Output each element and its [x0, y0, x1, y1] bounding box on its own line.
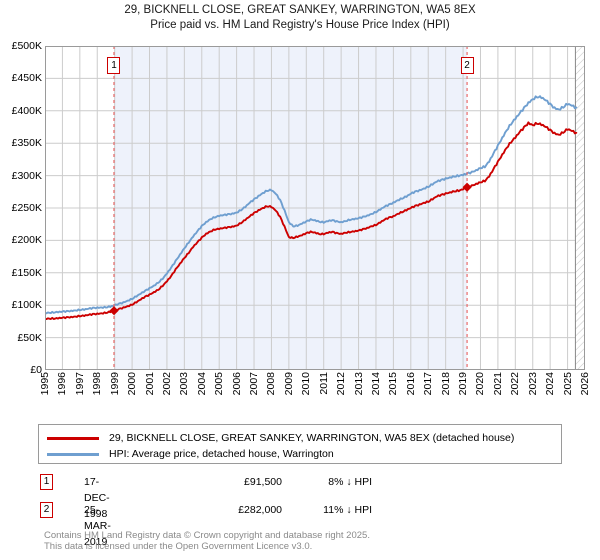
legend-label-property: 29, BICKNELL CLOSE, GREAT SANKEY, WARRIN…	[109, 432, 515, 444]
y-axis: £0 £50K £100K £150K £200K £250K £300K £350K £400…	[0, 41, 42, 376]
x-tick-label: 2019	[457, 372, 470, 396]
marker-label-1[interactable]: 1	[107, 57, 121, 74]
y-tick-label: £0	[30, 364, 42, 376]
x-tick-label: 2003	[178, 372, 191, 396]
x-tick-label: 2007	[248, 372, 261, 396]
y-tick-label: £350K	[11, 137, 42, 150]
x-tick-label: 2025	[561, 372, 574, 396]
y-tick-label: £150K	[11, 266, 42, 279]
y-tick-label: £200K	[11, 234, 42, 247]
x-tick-label: 1997	[73, 372, 86, 396]
plot-area: 1 2	[45, 46, 585, 370]
x-tick-label: 2009	[282, 372, 295, 396]
y-tick-label: £400K	[11, 104, 42, 117]
y-tick-label: £250K	[11, 202, 42, 214]
transaction-date-1: 17-DEC-1998	[84, 476, 110, 520]
x-tick-label: 2008	[265, 372, 278, 396]
transaction-price-1: £91,500	[244, 476, 282, 488]
x-tick-label: 2006	[230, 372, 243, 396]
x-tick-label: 2018	[439, 372, 452, 396]
x-tick-label: 2002	[160, 372, 173, 396]
marker-label-2[interactable]: 2	[460, 57, 474, 74]
x-tick-label: 2005	[213, 372, 226, 396]
x-tick-label: 2012	[335, 372, 348, 396]
footer-line-2: This data is licensed under the Open Gov…	[44, 541, 313, 552]
legend-label-hpi: HPI: Average price, detached house, Warr…	[109, 448, 334, 460]
title-line-2: Price paid vs. HM Land Registry's House …	[150, 19, 450, 31]
y-tick-label: £300K	[11, 169, 42, 182]
footer-line-1: Contains HM Land Registry data © Crown c…	[44, 530, 370, 541]
chart-title: 29, BICKNELL CLOSE, GREAT SANKEY, WARRIN…	[0, 3, 600, 33]
transaction-date-2: 25-MAR-2019	[84, 504, 111, 548]
price-history-chart	[45, 46, 585, 370]
x-tick-label: 2014	[369, 372, 382, 396]
x-tick-label: 2016	[404, 372, 417, 396]
x-tick-label: 2024	[544, 372, 557, 396]
x-tick-label: 2017	[422, 372, 435, 396]
y-tick-label: £500K	[11, 40, 42, 52]
copyright-footer: Contains HM Land Registry data © Crown c…	[44, 530, 564, 552]
x-tick-label: 2010	[300, 372, 313, 396]
x-tick-label: 2011	[317, 372, 330, 395]
legend-swatch-property	[47, 437, 99, 440]
x-tick-label: 1996	[56, 372, 69, 396]
transaction-hpi-delta-2: 11% ↓ HPI	[323, 504, 372, 516]
transaction-index-1: 1	[40, 474, 53, 490]
x-tick-label: 2015	[387, 372, 400, 396]
x-tick-label: 2022	[509, 372, 522, 396]
transaction-price-2: £282,000	[238, 504, 282, 516]
transaction-hpi-delta-1: 8% ↓ HPI	[328, 476, 372, 488]
x-tick-label: 1998	[91, 372, 104, 396]
x-tick-label: 2026	[579, 372, 591, 396]
chart-legend: 29, BICKNELL CLOSE, GREAT SANKEY, WARRIN…	[38, 424, 562, 464]
x-tick-label: 1995	[39, 372, 51, 396]
x-tick-label: 2023	[526, 372, 539, 396]
x-tick-label: 2021	[491, 372, 504, 396]
x-tick-label: 2020	[474, 372, 487, 396]
x-tick-label: 2000	[126, 372, 139, 396]
transaction-index-2: 2	[40, 502, 53, 518]
y-tick-label: £50K	[17, 331, 42, 344]
x-tick-label: 2001	[143, 372, 156, 396]
x-tick-label: 2013	[352, 372, 365, 396]
x-tick-label: 1999	[108, 372, 121, 396]
legend-swatch-hpi	[47, 453, 99, 456]
y-tick-label: £100K	[11, 299, 42, 312]
y-tick-label: £450K	[11, 72, 42, 85]
x-tick-label: 2004	[195, 372, 208, 396]
x-axis: 1995 1996 1997 1998 1999 2000 2001 2002 2003 2004…	[39, 372, 591, 414]
title-line-1: 29, BICKNELL CLOSE, GREAT SANKEY, WARRIN…	[124, 4, 476, 16]
